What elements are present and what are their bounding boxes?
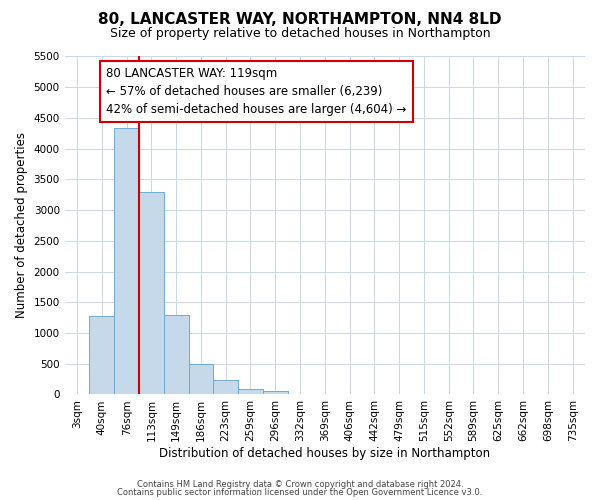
Bar	[214, 380, 238, 394]
X-axis label: Distribution of detached houses by size in Northampton: Distribution of detached houses by size …	[159, 447, 490, 460]
Bar	[89, 316, 114, 394]
Text: 80, LANCASTER WAY, NORTHAMPTON, NN4 8LD: 80, LANCASTER WAY, NORTHAMPTON, NN4 8LD	[98, 12, 502, 28]
Bar	[139, 192, 164, 394]
Text: Size of property relative to detached houses in Northampton: Size of property relative to detached ho…	[110, 28, 490, 40]
Bar	[238, 389, 263, 394]
Y-axis label: Number of detached properties: Number of detached properties	[15, 132, 28, 318]
Text: Contains HM Land Registry data © Crown copyright and database right 2024.: Contains HM Land Registry data © Crown c…	[137, 480, 463, 489]
Text: Contains public sector information licensed under the Open Government Licence v3: Contains public sector information licen…	[118, 488, 482, 497]
Text: 80 LANCASTER WAY: 119sqm
← 57% of detached houses are smaller (6,239)
42% of sem: 80 LANCASTER WAY: 119sqm ← 57% of detach…	[106, 66, 407, 116]
Bar	[188, 364, 214, 394]
Bar	[114, 128, 139, 394]
Bar	[263, 392, 287, 394]
Bar	[164, 315, 188, 394]
